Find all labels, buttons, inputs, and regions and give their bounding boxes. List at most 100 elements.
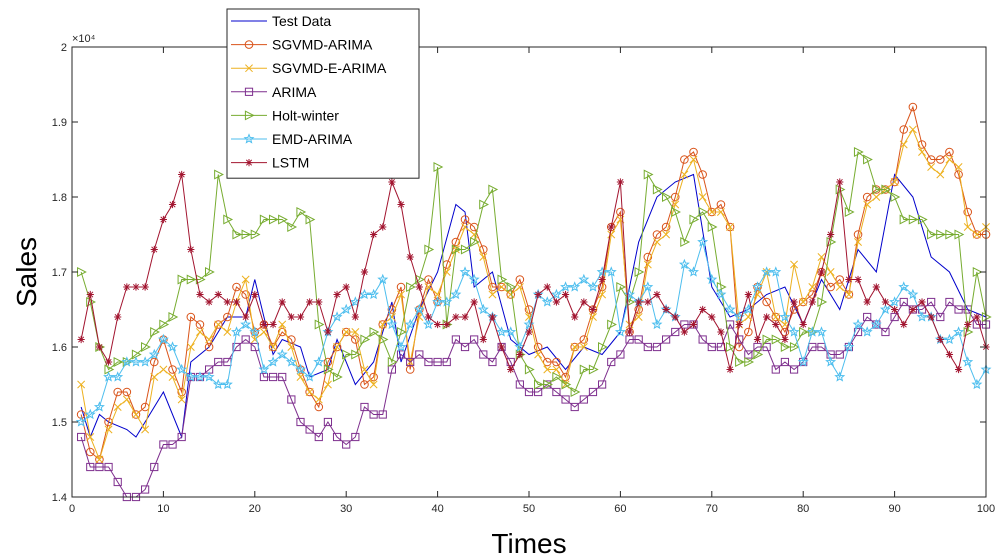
data-point — [680, 320, 689, 329]
data-point — [927, 297, 936, 307]
data-point — [459, 266, 471, 277]
data-point — [388, 178, 396, 186]
data-point — [406, 253, 414, 261]
data-point — [387, 356, 398, 368]
legend-item: Holt-winter — [231, 107, 339, 123]
legend-item: EMD-ARIMA — [231, 131, 353, 147]
legend-label: ARIMA — [272, 84, 317, 100]
data-point — [607, 357, 616, 367]
data-point — [406, 281, 416, 293]
data-point — [332, 371, 343, 383]
data-point — [250, 229, 261, 240]
data-point — [524, 305, 534, 314]
data-point — [296, 417, 305, 427]
data-point — [360, 334, 371, 345]
data-point — [86, 290, 94, 299]
data-point — [661, 222, 671, 232]
data-point — [771, 365, 780, 374]
data-point — [223, 214, 234, 225]
data-point — [470, 335, 479, 344]
legend-marker — [244, 87, 254, 96]
data-point — [845, 275, 853, 284]
data-point — [808, 283, 817, 291]
data-point — [332, 342, 342, 352]
data-point — [323, 417, 333, 427]
data-point — [451, 335, 460, 344]
data-point — [470, 236, 480, 248]
data-point — [898, 281, 910, 292]
x-tick-label: 70 — [706, 503, 718, 515]
data-point — [643, 260, 652, 269]
data-point — [223, 298, 231, 306]
data-point — [516, 350, 524, 359]
series-line — [80, 301, 986, 498]
data-point — [93, 401, 105, 412]
data-point — [678, 258, 690, 270]
data-point — [909, 305, 917, 314]
data-point — [671, 327, 680, 337]
data-point — [506, 281, 517, 293]
data-point — [735, 335, 744, 344]
data-point — [780, 341, 791, 353]
data-point — [304, 371, 316, 382]
data-point — [797, 356, 809, 367]
data-point — [141, 485, 150, 494]
data-point — [735, 320, 743, 329]
data-point — [689, 320, 698, 329]
data-point — [579, 395, 588, 404]
data-point — [177, 274, 188, 285]
data-point — [653, 290, 661, 299]
data-point — [77, 335, 85, 344]
data-point — [360, 268, 369, 276]
data-point — [827, 230, 835, 239]
data-point — [954, 170, 963, 179]
data-point — [212, 378, 224, 390]
data-point — [314, 395, 323, 404]
legend-item: SGVMD-E-ARIMA — [231, 60, 387, 76]
data-point — [177, 387, 186, 397]
data-point — [324, 328, 332, 336]
data-point — [150, 245, 158, 254]
y-tick-label: 1.8 — [52, 192, 67, 204]
data-point — [258, 363, 270, 375]
series-5 — [75, 236, 992, 427]
data-point — [653, 238, 661, 246]
data-point — [314, 319, 325, 330]
data-point — [232, 342, 241, 352]
data-point — [422, 318, 434, 330]
data-point — [826, 268, 835, 276]
data-point — [132, 283, 140, 291]
legend-item: Test Data — [231, 13, 331, 29]
data-point — [515, 275, 525, 284]
data-point — [340, 303, 352, 315]
legend-label: SGVMD-E-ARIMA — [272, 60, 387, 76]
data-point — [716, 200, 726, 209]
data-point — [305, 425, 314, 434]
data-point — [707, 221, 718, 233]
data-point — [853, 146, 864, 158]
data-point — [75, 416, 87, 427]
data-point — [789, 365, 799, 374]
data-point — [579, 335, 589, 344]
data-point — [844, 206, 855, 218]
series-line — [80, 105, 986, 461]
data-point — [377, 273, 389, 285]
data-point — [360, 380, 369, 389]
data-point — [542, 357, 552, 367]
x-tick-label: 0 — [69, 503, 75, 515]
data-point — [891, 305, 899, 314]
data-point — [205, 266, 215, 278]
data-point — [259, 372, 269, 382]
data-point — [396, 350, 406, 359]
data-point — [141, 341, 151, 353]
data-point — [872, 283, 880, 291]
data-point — [616, 350, 625, 359]
data-point — [342, 283, 350, 291]
data-point — [241, 229, 252, 240]
data-point — [780, 320, 789, 329]
legend-marker — [243, 133, 255, 144]
data-point — [735, 356, 745, 368]
data-point — [442, 357, 451, 367]
data-point — [900, 320, 908, 329]
data-point — [305, 214, 316, 225]
